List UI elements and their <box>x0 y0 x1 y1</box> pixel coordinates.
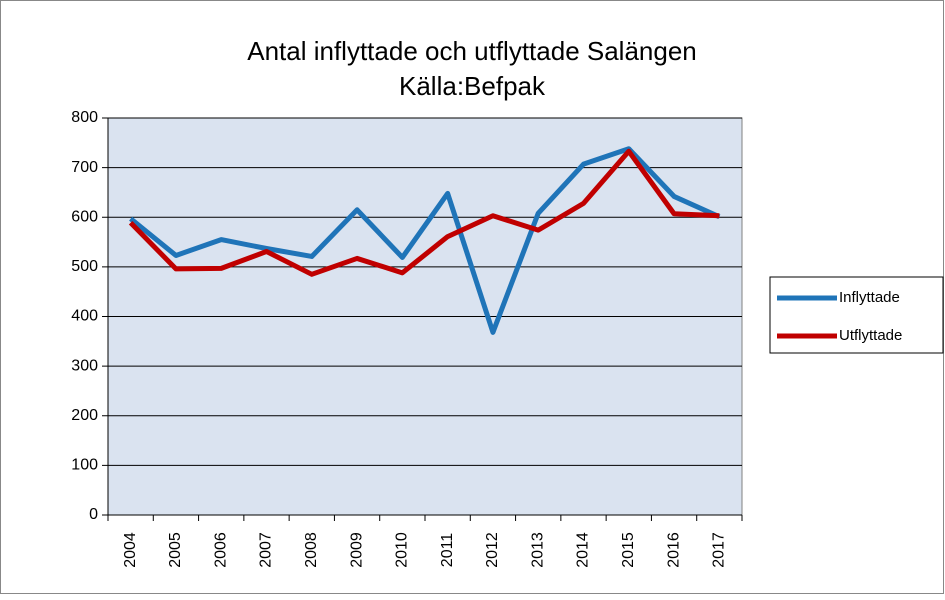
y-tick-label: 200 <box>71 407 98 424</box>
x-tick-label: 2006 <box>212 532 229 568</box>
y-tick-label: 400 <box>71 308 98 325</box>
series-line <box>128 148 720 277</box>
legend-box <box>769 276 944 354</box>
y-tick-label: 0 <box>89 506 98 523</box>
series-line <box>129 146 721 335</box>
x-tick-label: 2014 <box>575 532 592 568</box>
y-tick-label: 300 <box>71 357 98 374</box>
x-tick-label: 2005 <box>167 532 184 568</box>
x-tick-label: 2012 <box>484 532 501 568</box>
legend-label: Utflyttade <box>839 327 902 344</box>
x-tick-label: 2017 <box>711 532 728 568</box>
y-tick-label: 600 <box>71 208 98 225</box>
x-tick-label: 2008 <box>303 532 320 568</box>
x-tick-label: 2009 <box>348 532 365 568</box>
x-tick-label: 2004 <box>122 532 139 568</box>
y-tick-label: 800 <box>71 109 98 126</box>
y-tick-label: 500 <box>71 258 98 275</box>
x-tick-label: 2007 <box>258 532 275 568</box>
chart-title: Antal inflyttade och utflyttade Salängen <box>247 36 697 66</box>
y-tick-label: 100 <box>71 457 98 474</box>
x-tick-label: 2016 <box>665 532 682 568</box>
y-tick-label: 700 <box>71 159 98 176</box>
chart-subtitle: Källa:Befpak <box>399 71 546 101</box>
legend-label: Inflyttade <box>839 289 900 306</box>
x-tick-label: 2011 <box>439 533 456 568</box>
x-tick-label: 2010 <box>394 532 411 568</box>
x-tick-label: 2013 <box>529 532 546 568</box>
x-tick-label: 2015 <box>620 532 637 568</box>
